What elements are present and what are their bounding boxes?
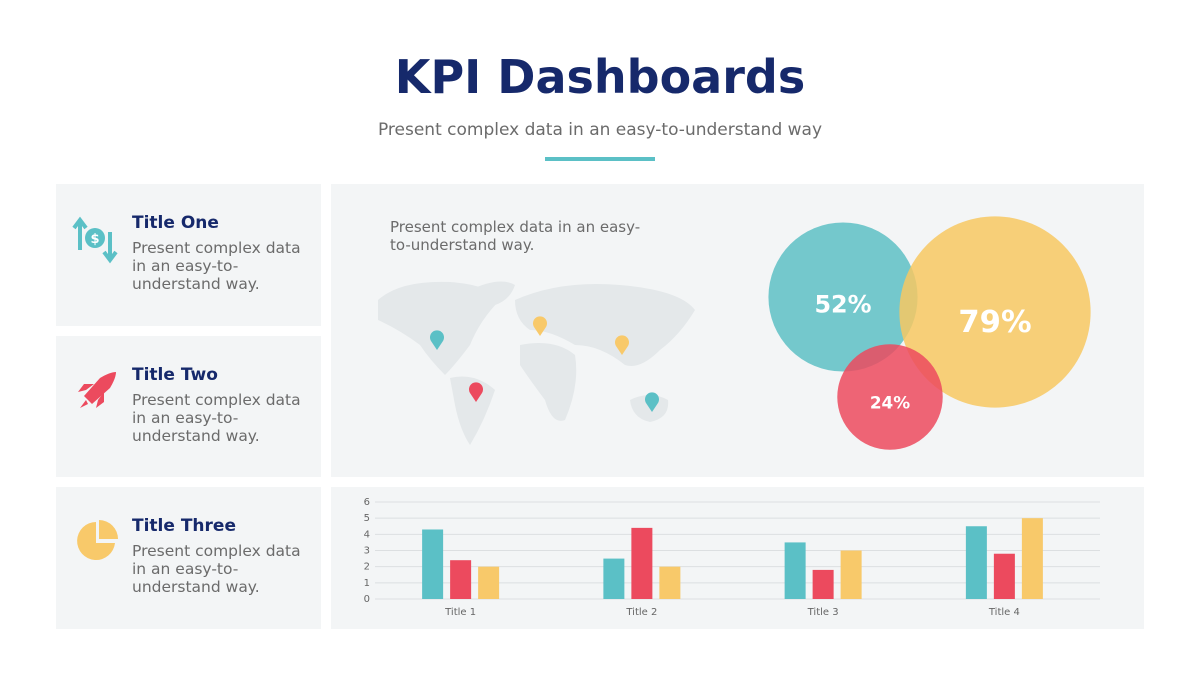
map-text: Present complex data in an easy-to-under… (390, 218, 641, 254)
card-title: Title Two (132, 365, 218, 385)
y-tick-label: 2 (364, 562, 370, 573)
x-tick-label: Title 4 (988, 607, 1020, 618)
card: Title Three Present complex data in an e… (132, 516, 307, 596)
bar (450, 560, 472, 599)
bubble-label: 79% (958, 305, 1031, 340)
bar (840, 550, 862, 599)
bar (784, 542, 806, 599)
bubble (768, 222, 918, 372)
rocket-icon (78, 372, 116, 408)
bar (965, 526, 987, 599)
bar (478, 566, 500, 599)
map-pins (430, 316, 659, 412)
slide-title: KPI Dashboards (394, 50, 806, 104)
y-tick-label: 1 (364, 578, 370, 589)
y-tick-label: 3 (364, 546, 370, 557)
card: Title Two Present complex data in an eas… (132, 365, 307, 445)
title-underline (545, 157, 655, 161)
bar (603, 558, 625, 599)
svg-text:$: $ (90, 232, 99, 247)
bar (1021, 518, 1043, 599)
bar (659, 566, 681, 599)
pie-icon (77, 520, 118, 560)
card-text: Present complex data in an easy-to-under… (132, 391, 301, 445)
world-map (378, 281, 695, 445)
bar (993, 553, 1015, 599)
x-tick-label: Title 2 (625, 607, 657, 618)
card-title: Title One (132, 213, 219, 233)
y-tick-label: 5 (364, 513, 370, 524)
card-text: Present complex data in an easy-to-under… (132, 542, 301, 596)
bubble-label: 24% (870, 392, 910, 412)
bar (812, 569, 834, 599)
x-tick-label: Title 3 (807, 607, 839, 618)
bar (422, 529, 444, 599)
card-title: Title Three (132, 516, 236, 536)
card: Title One Present complex data in an eas… (132, 213, 307, 293)
bubble-label: 52% (814, 290, 871, 318)
bubble (837, 344, 943, 450)
card-text: Present complex data in an easy-to-under… (132, 239, 301, 293)
card-panel (56, 336, 321, 477)
x-tick-label: Title 1 (444, 607, 476, 618)
y-tick-label: 4 (364, 529, 370, 540)
money-icon: $ (72, 216, 118, 264)
bar (631, 527, 653, 599)
y-tick-label: 0 (364, 594, 370, 605)
slide-subtitle: Present complex data in an easy-to-under… (377, 120, 823, 140)
y-tick-label: 6 (364, 497, 370, 508)
bubble (899, 216, 1091, 408)
card-panel (56, 184, 321, 326)
